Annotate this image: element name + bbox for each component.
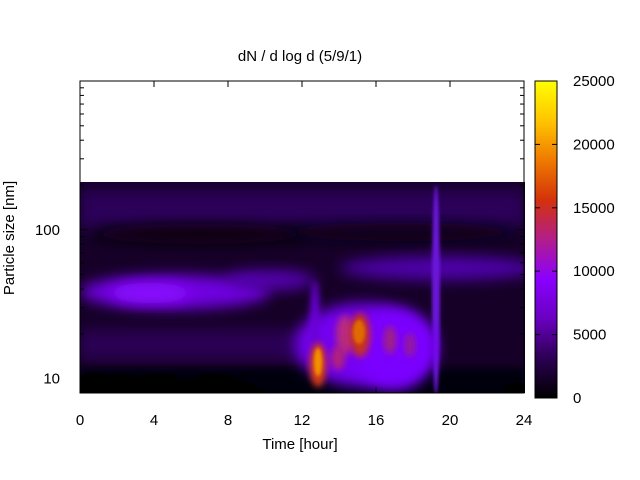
- y-axis-ticks: 10 100: [35, 80, 524, 394]
- heatmap-event-patch-1: [336, 315, 354, 355]
- heatmap-plume-vertical: [432, 185, 440, 393]
- colorbar-tick-label: 25000: [573, 73, 615, 90]
- y-tick-label: 10: [43, 371, 60, 388]
- x-tick-label: 8: [224, 412, 232, 429]
- heatmap-event-hotspot-2: [353, 320, 365, 344]
- heatmap-bottom-black-edge-right: [505, 382, 525, 393]
- colorbar-ticks: 0 5000 10000 15000 20000 25000: [535, 73, 615, 407]
- colorbar-tick-label: 15000: [573, 200, 615, 217]
- heatmap-event-patch-4: [405, 333, 415, 357]
- heatmap-event-patch-3: [384, 326, 396, 354]
- heatmap-bottom-black-edge: [80, 373, 270, 393]
- colorbar-tick-label: 5000: [573, 327, 606, 344]
- chart-title: dN / d log d (5/9/1): [238, 48, 362, 65]
- x-axis-ticks: 0 4 8 12 16 20 24: [76, 81, 533, 429]
- x-tick-label: 24: [516, 412, 533, 429]
- heatmap-band-low: [80, 330, 310, 360]
- x-tick-label: 20: [442, 412, 459, 429]
- colorbar-tick-label: 20000: [573, 136, 615, 153]
- colorbar: [534, 80, 558, 399]
- heatmap-event-region-tail: [355, 310, 435, 390]
- heatmap-band-45nm-mid: [225, 270, 315, 290]
- colorbar-tick-label: 0: [573, 390, 581, 407]
- heatmap-dark-band-100nm: [90, 224, 310, 244]
- heatmap-band-upper: [80, 190, 525, 230]
- heatmap-dark-band-right: [280, 223, 520, 241]
- x-axis-label: Time [hour]: [262, 436, 337, 453]
- heatmap-band-40nm-left-core: [110, 283, 190, 303]
- colorbar-tick-label: 10000: [573, 263, 615, 280]
- heatmap-area: [80, 182, 525, 393]
- heatmap-event-hotspot-1-core: [314, 348, 322, 376]
- heatmap-band-60nm-right: [340, 256, 525, 280]
- x-tick-label: 16: [368, 412, 385, 429]
- y-tick-label: 100: [35, 222, 60, 239]
- y-axis-label: Particle size [nm]: [1, 181, 18, 295]
- x-tick-label: 12: [294, 412, 311, 429]
- x-tick-label: 4: [150, 412, 158, 429]
- x-tick-label: 0: [76, 412, 84, 429]
- heatmap-event-patch-5: [331, 346, 345, 370]
